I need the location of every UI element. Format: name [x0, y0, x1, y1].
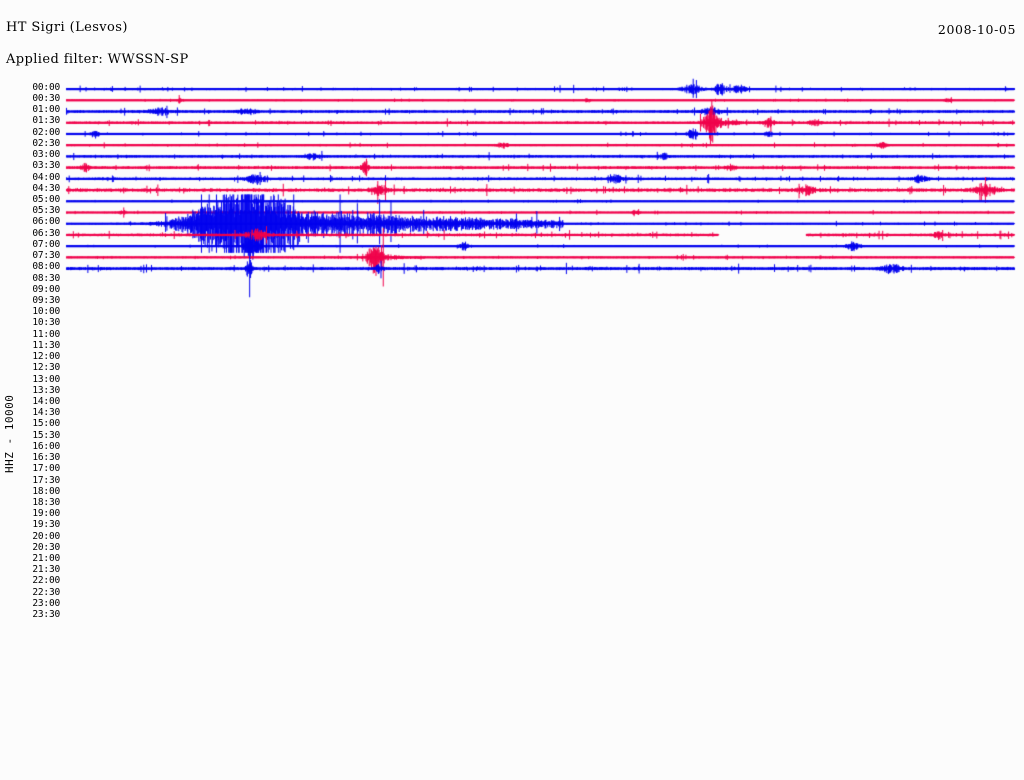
seismic-trace-canvas — [0, 0, 1024, 780]
seismogram-plot: HT Sigri (Lesvos) 2008-10-05 Applied fil… — [0, 0, 1024, 780]
